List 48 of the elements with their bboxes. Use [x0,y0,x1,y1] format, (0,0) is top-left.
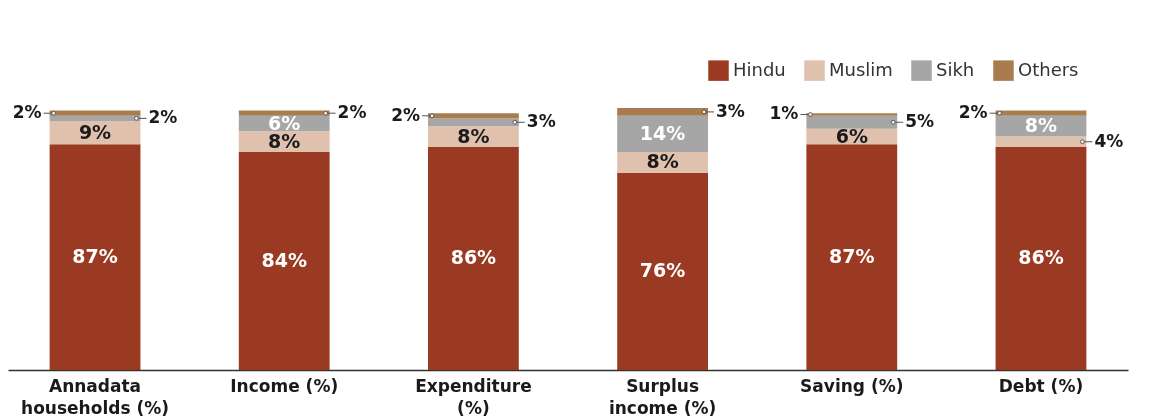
bar [49,144,141,370]
data-label: 5% [905,111,935,132]
bar [995,136,1087,147]
bar [617,172,708,370]
bar [995,146,1087,370]
x-tick-label: Saving (%) [800,375,904,396]
data-label: 2% [148,107,178,128]
legend-label: Sikh [936,58,975,80]
bar [995,110,1087,116]
bar [238,110,330,116]
data-label: 2% [391,104,420,125]
x-tick-label: Debt (%) [998,375,1084,396]
data-label: 87% [72,245,118,268]
data-label: 9% [78,120,112,143]
bar [49,115,141,121]
data-label: 8% [646,150,679,173]
data-label: 2% [958,102,988,123]
data-label: 86% [1018,246,1064,269]
data-label: 86% [450,246,497,269]
data-label: 14% [639,121,686,144]
bar [428,146,519,370]
data-label: 76% [639,259,686,282]
data-label: 84% [261,249,307,272]
bar [428,118,519,127]
data-label: 6% [835,124,868,147]
bar [806,115,898,129]
data-label: 2% [12,102,42,123]
x-tick-label: Expenditure (%) [415,375,532,418]
data-label: 1% [769,103,799,124]
data-label: 3% [716,100,745,121]
legend-label: Muslim [829,58,893,80]
data-label: 4% [1094,130,1124,151]
legend-label: Hindu [733,58,786,80]
bar [49,110,141,116]
x-tick-label: Surplus income (%) [608,375,717,418]
bar [806,144,898,370]
x-tick-label: Annadata households (%) [21,375,169,418]
bar [428,113,519,119]
data-label: 87% [829,245,875,268]
data-label: 8% [1024,114,1058,137]
data-label: 3% [526,111,556,132]
bar [617,108,708,116]
x-tick-label: Income (%) [230,375,339,396]
data-label: 2% [337,102,367,123]
data-label: 8% [457,124,490,147]
bar [806,113,898,116]
legend-label: Others [1018,58,1079,80]
bar [238,152,330,370]
